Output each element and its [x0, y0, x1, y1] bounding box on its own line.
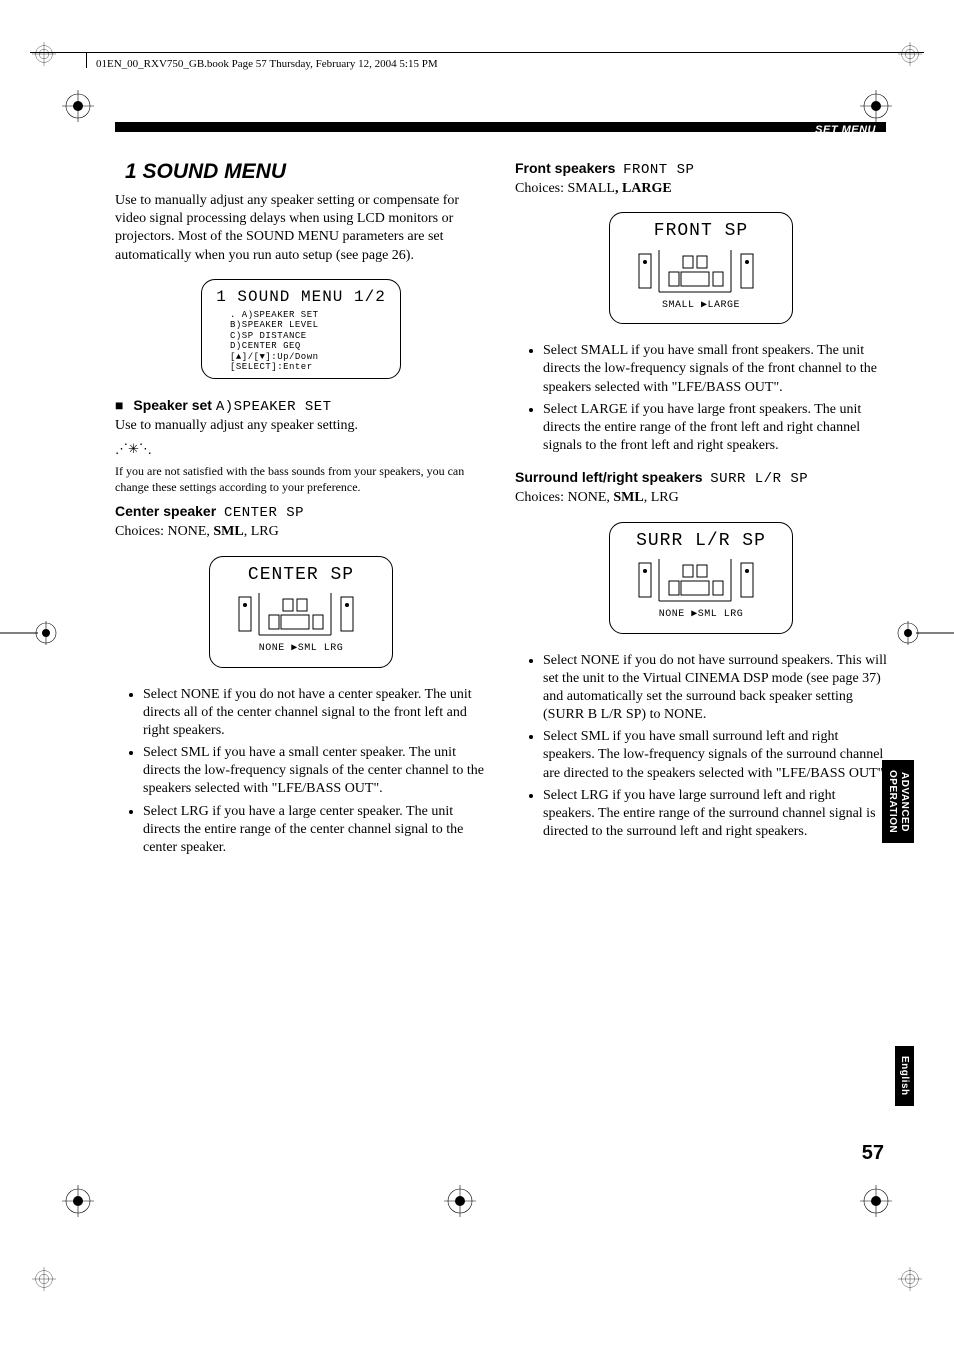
heading-text: Surround left/right speakers [515, 469, 702, 485]
register-mark-icon [32, 1267, 56, 1291]
lcd-title: SURR L/R SP [616, 531, 786, 552]
lcd-line: . A)SPEAKER SET [212, 310, 390, 320]
content: 1 SOUND MENU Use to manually adjust any … [115, 150, 887, 871]
bullet: Select NONE if you do not have a center … [143, 686, 487, 741]
lcd-title: 1 SOUND MENU 1/2 [212, 288, 390, 306]
lcd-line: [SELECT]:Enter [212, 362, 390, 372]
lcd-title: CENTER SP [216, 565, 386, 586]
speaker-set-desc: Use to manually adjust any speaker setti… [115, 417, 487, 435]
hint-icon: ⋰✳⋱ [115, 441, 152, 457]
bullet: Select SMALL if you have small front spe… [543, 342, 887, 397]
heading-mono: CENTER SP [224, 505, 304, 521]
bullet: Select LARGE if you have large front spe… [543, 401, 887, 456]
lcd-options: SMALL ▶LARGE [616, 300, 786, 312]
heading-mono: A)SPEAKER SET [216, 399, 332, 415]
page: 01EN_00_RXV750_GB.book Page 57 Thursday,… [0, 0, 954, 1351]
surround-heading: Surround left/right speakers SURR L/R SP [515, 469, 887, 487]
align-mark-icon [856, 1181, 896, 1221]
lcd-center-sp: CENTER SP NONE ▶SML LRG [209, 556, 393, 668]
heading-text: Center speaker [115, 503, 216, 519]
intro-paragraph: Use to manually adjust any speaker setti… [115, 192, 487, 265]
center-choices: Choices: NONE, SML, LRG [115, 523, 487, 541]
bullet: Select SML if you have a small center sp… [143, 744, 487, 799]
lcd-front-sp: FRONT SP SMALL ▶LARGE [609, 212, 793, 324]
align-mark-icon [856, 86, 896, 126]
align-mark-icon [894, 618, 954, 648]
bullet: Select NONE if you do not have surround … [543, 652, 887, 725]
lcd-title: FRONT SP [616, 221, 786, 242]
center-bullets: Select NONE if you do not have a center … [115, 686, 487, 858]
bullet: Select SML if you have small surround le… [543, 728, 887, 783]
section-bar [115, 122, 886, 132]
front-speakers-heading: Front speakers FRONT SP [515, 160, 887, 178]
align-mark-icon [58, 86, 98, 126]
book-header-line: 01EN_00_RXV750_GB.book Page 57 Thursday,… [96, 58, 438, 70]
align-mark-icon [58, 1181, 98, 1221]
heading-mono: SURR L/R SP [710, 471, 808, 487]
sound-menu-title: 1 SOUND MENU [125, 160, 487, 184]
heading-text: Speaker set [133, 397, 212, 413]
register-mark-icon [898, 42, 922, 66]
align-mark-icon [440, 1181, 480, 1221]
side-tab-language: English [895, 1046, 914, 1106]
speaker-set-heading: ■ Speaker set A)SPEAKER SET [115, 397, 487, 415]
register-mark-icon [32, 42, 56, 66]
lcd-sound-menu: 1 SOUND MENU 1/2 . A)SPEAKER SET B)SPEAK… [201, 279, 401, 379]
register-mark-icon [898, 1267, 922, 1291]
lcd-options: NONE ▶SML LRG [616, 609, 786, 621]
center-speaker-heading: Center speaker CENTER SP [115, 503, 487, 521]
heading-text: Front speakers [515, 160, 615, 176]
page-number: 57 [862, 1142, 884, 1165]
lcd-line: [▲]/[▼]:Up/Down [212, 352, 390, 362]
section-title: SET MENU [815, 124, 876, 136]
bullet: Select LRG if you have a large center sp… [143, 803, 487, 858]
lcd-line: C)SP DISTANCE [212, 331, 390, 341]
front-choices: Choices: SMALL, LARGE [515, 180, 887, 198]
left-column: 1 SOUND MENU Use to manually adjust any … [115, 150, 487, 871]
speaker-set-note: If you are not satisfied with the bass s… [115, 463, 487, 495]
speaker-layout-icon [631, 555, 771, 605]
right-column: Front speakers FRONT SP Choices: SMALL, … [515, 150, 887, 871]
surround-bullets: Select NONE if you do not have surround … [515, 652, 887, 842]
speaker-layout-icon [631, 246, 771, 296]
speaker-layout-icon [231, 589, 371, 639]
lcd-options: NONE ▶SML LRG [216, 643, 386, 655]
front-bullets: Select SMALL if you have small front spe… [515, 342, 887, 455]
heading-mono: FRONT SP [623, 162, 694, 178]
lcd-line: D)CENTER GEQ [212, 341, 390, 351]
bullet: Select LRG if you have large surround le… [543, 787, 887, 842]
side-tab-operation: ADVANCED OPERATION [882, 760, 914, 843]
lcd-surr-sp: SURR L/R SP NONE ▶SML LRG [609, 522, 793, 634]
square-bullet-icon: ■ [115, 397, 123, 413]
align-mark-icon [0, 618, 60, 648]
lcd-line: B)SPEAKER LEVEL [212, 320, 390, 330]
surround-choices: Choices: NONE, SML, LRG [515, 489, 887, 507]
